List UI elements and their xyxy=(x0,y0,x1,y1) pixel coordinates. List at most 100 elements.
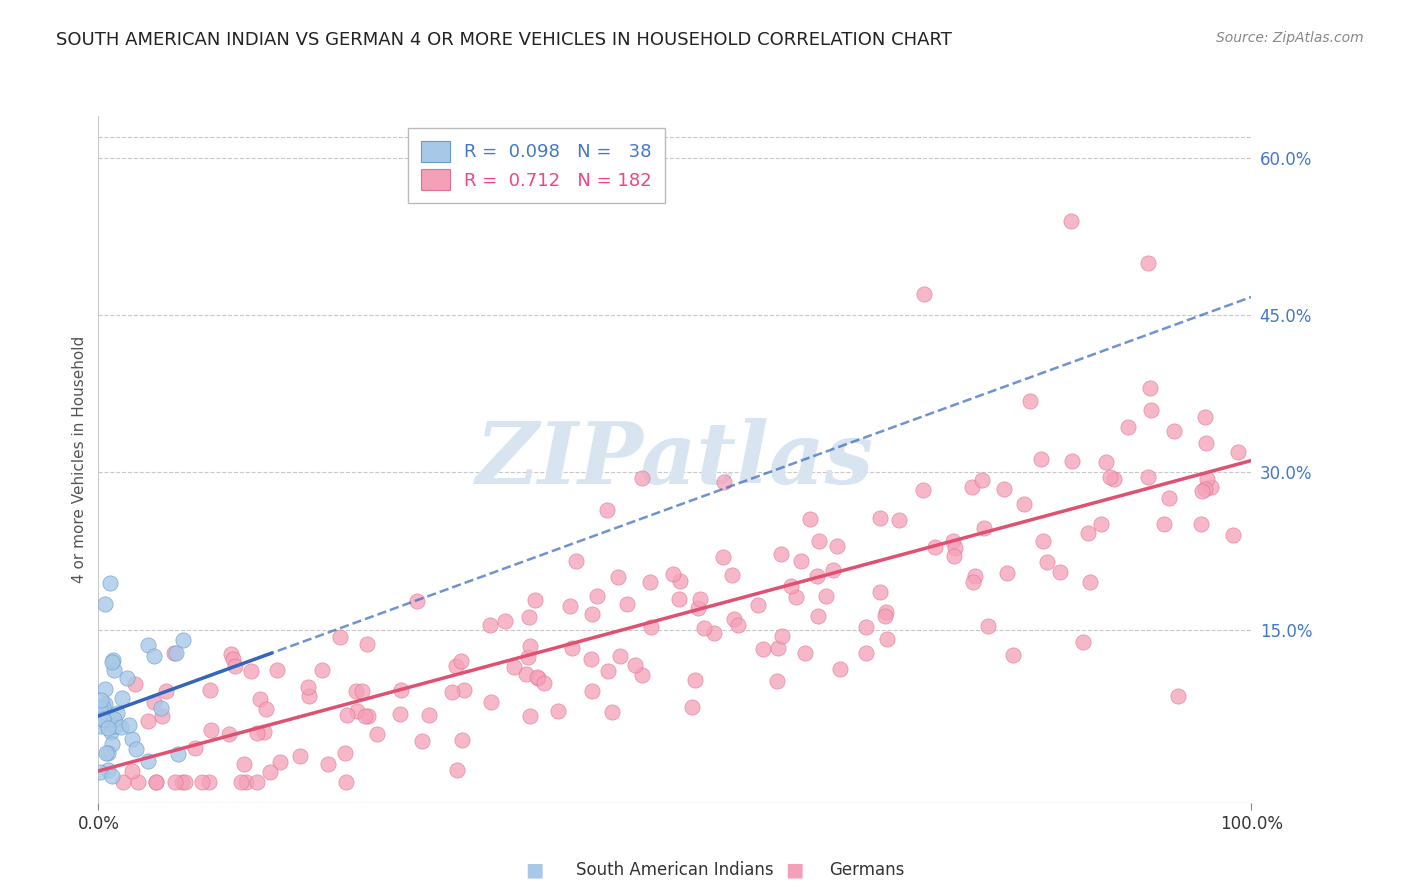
Point xyxy=(1071,635,1094,649)
Point xyxy=(127,774,149,789)
Point xyxy=(100,725,122,739)
Point xyxy=(942,533,965,548)
Point xyxy=(101,653,124,667)
Point xyxy=(446,763,468,777)
Point xyxy=(143,648,166,663)
Point xyxy=(519,708,541,723)
Point xyxy=(440,684,463,698)
Point xyxy=(1201,480,1223,494)
Point xyxy=(606,570,628,584)
Point xyxy=(721,568,744,582)
Point xyxy=(963,569,986,583)
Y-axis label: 4 or more Vehicles in Household: 4 or more Vehicles in Household xyxy=(72,335,87,583)
Point xyxy=(524,593,547,607)
Point xyxy=(335,774,357,789)
Point xyxy=(89,765,111,780)
Text: Source: ZipAtlas.com: Source: ZipAtlas.com xyxy=(1216,31,1364,45)
Point xyxy=(972,473,994,487)
Point xyxy=(163,774,186,789)
Point xyxy=(1095,455,1118,469)
Point xyxy=(1222,528,1244,542)
Point xyxy=(711,550,734,565)
Point xyxy=(124,677,146,691)
Point xyxy=(149,701,172,715)
Point xyxy=(581,607,603,621)
Point xyxy=(136,638,159,652)
Point xyxy=(389,682,412,697)
Point xyxy=(1029,452,1052,467)
Point xyxy=(807,534,830,549)
Point xyxy=(747,599,769,613)
Point xyxy=(96,746,118,760)
Point xyxy=(218,726,240,740)
Point xyxy=(145,774,167,789)
Legend: R =  0.098   N =   38, R =  0.712   N = 182: R = 0.098 N = 38, R = 0.712 N = 182 xyxy=(408,128,665,202)
Point xyxy=(995,566,1018,580)
Point xyxy=(962,575,984,590)
Point xyxy=(855,620,877,634)
Point xyxy=(450,654,472,668)
Point xyxy=(97,721,120,735)
Point xyxy=(1194,483,1216,497)
Point xyxy=(366,727,388,741)
Point xyxy=(145,774,167,789)
Point xyxy=(526,670,548,684)
Point xyxy=(1191,483,1213,498)
Point xyxy=(855,646,877,660)
Point xyxy=(97,747,120,761)
Point xyxy=(1197,472,1219,486)
Point xyxy=(790,554,813,568)
Point xyxy=(1090,516,1112,531)
Point xyxy=(503,660,526,674)
Point xyxy=(668,592,690,607)
Point xyxy=(224,659,246,673)
Point xyxy=(780,579,803,593)
Point xyxy=(316,757,339,772)
Point xyxy=(875,605,897,619)
Point xyxy=(219,647,242,661)
Point xyxy=(517,610,540,624)
Point xyxy=(453,682,475,697)
Point xyxy=(253,725,276,739)
Point xyxy=(993,482,1015,496)
Point xyxy=(681,700,703,714)
Point xyxy=(174,774,197,789)
Point xyxy=(911,483,934,497)
Point xyxy=(727,618,749,632)
Point xyxy=(115,671,138,685)
Point xyxy=(609,649,631,664)
Point xyxy=(311,663,333,677)
Point xyxy=(297,680,319,694)
Point xyxy=(1140,402,1163,417)
Point xyxy=(977,619,1000,633)
Point xyxy=(1018,394,1040,409)
Point xyxy=(98,575,121,590)
Point xyxy=(357,709,380,723)
Point xyxy=(172,633,194,648)
Point xyxy=(259,764,281,779)
Point xyxy=(1195,435,1218,450)
Point xyxy=(101,655,124,669)
Point xyxy=(616,597,638,611)
Point xyxy=(97,763,120,777)
Point xyxy=(1194,410,1216,425)
Point xyxy=(184,740,207,755)
Point xyxy=(564,554,586,568)
Point xyxy=(121,732,143,747)
Point xyxy=(166,747,188,761)
Point xyxy=(1157,491,1180,505)
Point xyxy=(356,637,378,651)
Point xyxy=(94,697,117,711)
Point xyxy=(586,590,609,604)
Point xyxy=(89,719,111,733)
Point xyxy=(246,774,269,789)
Point xyxy=(1189,516,1212,531)
Point xyxy=(943,549,966,563)
Point xyxy=(889,513,911,527)
Point xyxy=(631,471,654,485)
Point xyxy=(630,668,652,682)
Point xyxy=(111,690,134,705)
Point xyxy=(533,676,555,690)
Text: SOUTH AMERICAN INDIAN VS GERMAN 4 OR MORE VEHICLES IN HOUSEHOLD CORRELATION CHAR: SOUTH AMERICAN INDIAN VS GERMAN 4 OR MOR… xyxy=(56,31,952,49)
Point xyxy=(547,704,569,718)
